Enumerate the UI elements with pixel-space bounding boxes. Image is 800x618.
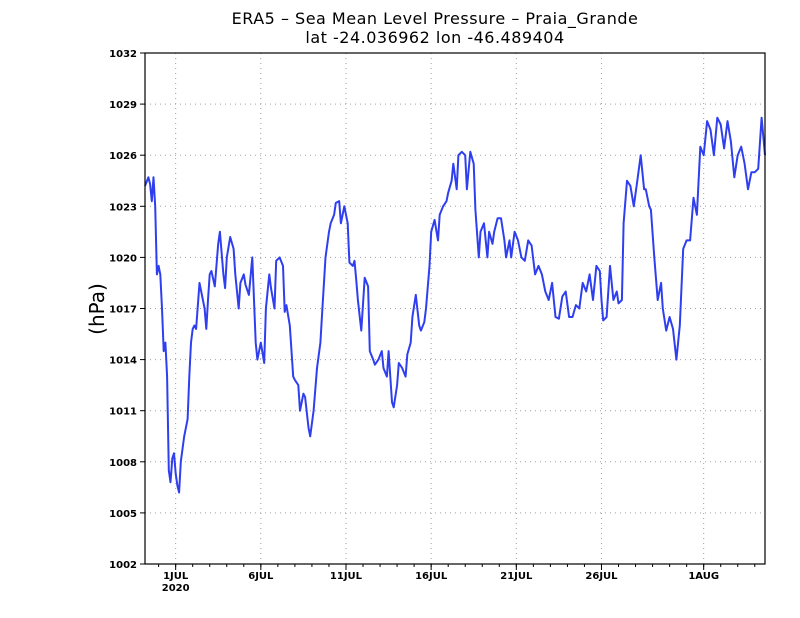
y-tick-label: 1005 (109, 509, 137, 520)
plot-frame (144, 52, 766, 565)
y-tick-label: 1008 (109, 458, 137, 469)
y-tick-label: 1014 (109, 356, 137, 367)
x-tick-label: 11JUL (330, 571, 363, 582)
y-tick-label: 1017 (109, 305, 137, 316)
y-tick-label: 1020 (109, 253, 137, 264)
chart-subtitle: lat -24.036962 lon -46.489404 (305, 28, 564, 47)
series-layer (144, 116, 766, 494)
gridlines (145, 53, 765, 564)
y-tick-label: 1026 (109, 151, 137, 162)
y-tick-label: 1032 (109, 49, 137, 60)
y-tick-label: 1029 (109, 100, 137, 111)
y-axis-label: (hPa) (85, 283, 109, 335)
x-tick-sublabel: 2020 (162, 583, 190, 594)
series-line-pressure (144, 116, 766, 494)
x-tick-label: 1JUL (163, 571, 189, 582)
x-tick-label: 21JUL (500, 571, 533, 582)
x-tick-label: 26JUL (585, 571, 618, 582)
y-tick-label: 1011 (109, 407, 137, 418)
y-axis: 1002 1005 1008 1011 1014 1017 1020 1023 1026 1029… (109, 49, 145, 571)
y-tick-label: 1002 (109, 560, 137, 571)
chart-title: ERA5 – Sea Mean Level Pressure – Praia_G… (232, 9, 639, 29)
x-tick-label: 6JUL (248, 571, 274, 582)
x-tick-label: 1AUG (688, 571, 719, 582)
y-tick-label: 1023 (109, 202, 137, 213)
x-tick-label: 16JUL (415, 571, 448, 582)
